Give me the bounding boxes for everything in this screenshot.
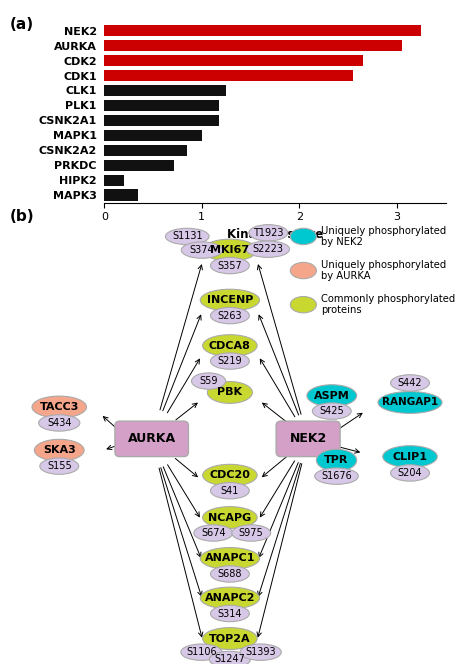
Text: S263: S263 — [218, 311, 242, 321]
Ellipse shape — [40, 458, 79, 474]
Ellipse shape — [209, 651, 250, 664]
Text: INCENP: INCENP — [207, 295, 253, 305]
Text: S1393: S1393 — [246, 647, 276, 657]
Ellipse shape — [307, 384, 356, 406]
Ellipse shape — [200, 290, 259, 311]
Text: S314: S314 — [218, 608, 242, 618]
Text: S59: S59 — [199, 376, 218, 386]
Bar — [104, 70, 353, 81]
Ellipse shape — [249, 224, 288, 241]
Text: RANGAP1: RANGAP1 — [382, 398, 438, 408]
Bar — [104, 189, 138, 201]
Text: NEK2: NEK2 — [290, 432, 327, 446]
Ellipse shape — [391, 374, 429, 391]
Ellipse shape — [202, 507, 257, 529]
Ellipse shape — [202, 239, 257, 261]
Text: ANAPC2: ANAPC2 — [205, 593, 255, 603]
FancyBboxPatch shape — [115, 421, 188, 457]
Ellipse shape — [290, 262, 317, 279]
Ellipse shape — [191, 373, 226, 389]
Ellipse shape — [181, 644, 222, 661]
Ellipse shape — [207, 382, 252, 403]
Bar — [104, 40, 401, 51]
Text: ANAPC1: ANAPC1 — [205, 554, 255, 564]
Text: S219: S219 — [218, 356, 242, 366]
Bar — [104, 115, 219, 126]
Text: S975: S975 — [239, 528, 264, 538]
Bar — [104, 100, 219, 111]
Ellipse shape — [181, 242, 223, 258]
Text: S442: S442 — [398, 378, 422, 388]
Text: ASPM: ASPM — [314, 390, 350, 400]
Text: S1131: S1131 — [172, 232, 202, 242]
Text: (b): (b) — [9, 209, 34, 224]
Text: SKA3: SKA3 — [43, 446, 76, 456]
Ellipse shape — [200, 587, 259, 609]
Text: S41: S41 — [221, 485, 239, 496]
Text: S434: S434 — [47, 418, 72, 428]
Ellipse shape — [391, 465, 429, 481]
Text: S1247: S1247 — [214, 655, 246, 664]
Bar — [104, 85, 226, 96]
Text: CDCA8: CDCA8 — [209, 341, 251, 351]
Ellipse shape — [290, 297, 317, 313]
X-axis label: Kinase z-score: Kinase z-score — [227, 228, 323, 241]
Text: S1106: S1106 — [186, 647, 217, 657]
Text: Uniquely phosphorylated
by NEK2: Uniquely phosphorylated by NEK2 — [321, 226, 446, 247]
Text: CLIP1: CLIP1 — [392, 452, 428, 461]
Ellipse shape — [202, 464, 257, 486]
Ellipse shape — [383, 446, 437, 467]
Text: S374: S374 — [190, 245, 214, 255]
Ellipse shape — [290, 228, 317, 244]
Ellipse shape — [194, 525, 233, 541]
Text: T1923: T1923 — [253, 228, 283, 238]
Text: S204: S204 — [398, 468, 422, 478]
Ellipse shape — [210, 566, 249, 582]
Text: S425: S425 — [319, 406, 344, 416]
Text: S155: S155 — [47, 461, 72, 471]
Text: S1676: S1676 — [321, 471, 352, 481]
Ellipse shape — [210, 258, 249, 274]
FancyBboxPatch shape — [276, 421, 340, 457]
Text: S357: S357 — [218, 260, 242, 270]
Text: AURKA: AURKA — [128, 432, 176, 446]
Text: Uniquely phosphorylated
by AURKA: Uniquely phosphorylated by AURKA — [321, 260, 446, 282]
Bar — [104, 145, 187, 156]
Bar — [104, 159, 174, 171]
Ellipse shape — [210, 483, 249, 499]
Text: TOP2A: TOP2A — [209, 633, 251, 643]
Text: (a): (a) — [9, 17, 34, 32]
Text: TPR: TPR — [324, 456, 349, 465]
Ellipse shape — [202, 335, 257, 357]
Ellipse shape — [378, 392, 442, 414]
Ellipse shape — [315, 468, 358, 484]
Bar — [104, 25, 421, 37]
Text: MKI67: MKI67 — [210, 245, 249, 255]
Text: S688: S688 — [218, 569, 242, 579]
Ellipse shape — [165, 228, 209, 244]
Bar — [104, 129, 202, 141]
Ellipse shape — [200, 548, 259, 570]
Ellipse shape — [312, 403, 351, 419]
Text: S2223: S2223 — [252, 244, 283, 254]
Bar — [104, 55, 363, 66]
Ellipse shape — [232, 525, 271, 541]
Ellipse shape — [246, 241, 290, 258]
Ellipse shape — [210, 307, 249, 324]
Ellipse shape — [316, 450, 356, 471]
Ellipse shape — [210, 353, 249, 369]
Ellipse shape — [202, 627, 257, 649]
Text: Commonly phosphorylated
proteins: Commonly phosphorylated proteins — [321, 294, 455, 315]
Ellipse shape — [210, 606, 249, 622]
Text: PBK: PBK — [218, 388, 242, 398]
Text: NCAPG: NCAPG — [208, 513, 252, 523]
Ellipse shape — [32, 396, 86, 418]
Ellipse shape — [38, 415, 80, 431]
Text: S674: S674 — [201, 528, 226, 538]
Bar — [104, 175, 124, 186]
Ellipse shape — [34, 440, 84, 461]
Text: TACC3: TACC3 — [39, 402, 79, 412]
Ellipse shape — [240, 644, 282, 661]
Text: CDC20: CDC20 — [210, 470, 250, 480]
